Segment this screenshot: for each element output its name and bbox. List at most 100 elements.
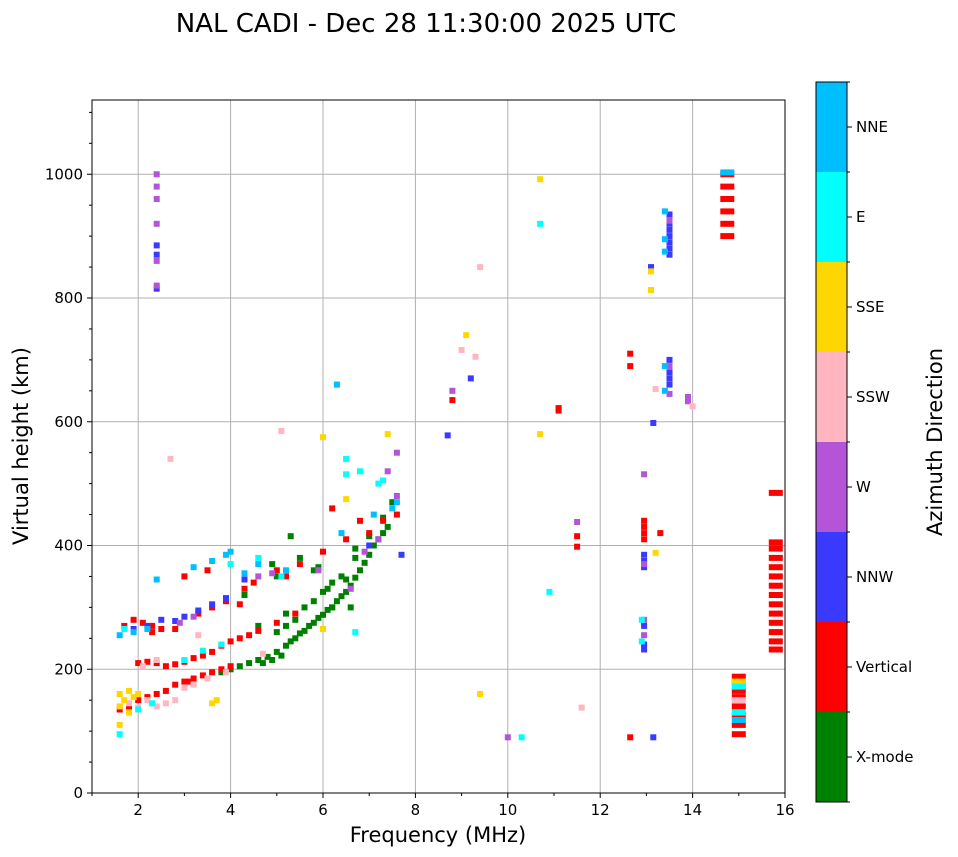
data-point [768, 539, 783, 546]
data-point [638, 616, 645, 623]
data-point [574, 543, 581, 550]
data-point [116, 706, 123, 713]
data-point [338, 530, 345, 537]
data-point [292, 635, 299, 642]
data-point [283, 610, 289, 617]
data-point [320, 588, 326, 595]
colorbar-label: SSE [856, 298, 885, 316]
data-point [366, 551, 373, 558]
plot-frame [91, 99, 786, 794]
data-point [731, 703, 746, 710]
x-tick-label: 12 [591, 801, 610, 819]
data-point [352, 629, 359, 636]
data-point [375, 536, 382, 543]
data-point [380, 514, 387, 521]
colorbar-swatch [816, 532, 847, 622]
plot-area [116, 169, 783, 741]
data-point [227, 548, 234, 555]
data-point [306, 622, 313, 629]
data-point [375, 480, 382, 487]
data-point [661, 363, 668, 370]
data-point [329, 579, 336, 586]
data-point [116, 703, 123, 710]
data-point [172, 681, 179, 688]
data-point [139, 619, 146, 626]
data-point [153, 183, 160, 190]
data-point [130, 616, 137, 623]
data-point [264, 653, 271, 660]
data-point [186, 678, 192, 685]
data-point [209, 604, 216, 611]
data-point [153, 171, 160, 178]
data-point [158, 626, 165, 632]
data-point [370, 542, 377, 549]
data-point [343, 471, 350, 478]
y-tick-label: 200 [54, 660, 83, 678]
data-point [324, 585, 331, 592]
series-nne [116, 169, 746, 723]
data-point [116, 731, 123, 738]
data-point [153, 251, 160, 258]
data-point [246, 660, 253, 667]
series-ssw [126, 264, 746, 711]
data-point [126, 703, 132, 710]
data-point [366, 533, 373, 540]
data-point [641, 536, 648, 543]
data-point [153, 691, 160, 697]
data-point [320, 626, 326, 632]
data-point [320, 548, 326, 555]
data-point [731, 683, 746, 690]
data-point [472, 353, 479, 360]
x-tick-label: 6 [318, 801, 328, 819]
data-point [666, 226, 673, 233]
data-point [269, 570, 276, 577]
data-point [731, 712, 746, 719]
data-point [661, 248, 668, 255]
y-tick-label: 600 [54, 413, 83, 431]
series-nnw [130, 211, 673, 741]
data-point [768, 564, 783, 571]
data-point [389, 499, 396, 506]
data-point [139, 663, 146, 670]
data-point [731, 697, 746, 704]
data-point [537, 431, 544, 438]
colorbar-label: NNE [856, 118, 888, 136]
data-point [338, 573, 345, 580]
data-point [384, 523, 391, 530]
data-point [666, 356, 673, 363]
data-point [578, 704, 585, 711]
data-point [768, 592, 783, 598]
data-point [255, 622, 262, 629]
data-point [393, 493, 400, 499]
data-point [301, 627, 308, 634]
data-point [768, 554, 783, 561]
data-point [366, 530, 373, 537]
colorbar-swatch [816, 172, 847, 262]
data-point [241, 570, 248, 577]
data-point [259, 660, 266, 667]
data-point [287, 533, 294, 540]
data-point [195, 610, 202, 617]
data-point [666, 245, 673, 252]
data-point [227, 561, 234, 568]
data-point [310, 567, 317, 574]
data-point [149, 622, 156, 629]
x-axis: 2 4 6 8 10 12 14 16 [91, 793, 795, 819]
data-point [641, 558, 648, 564]
data-point [768, 582, 783, 589]
data-point [269, 561, 276, 568]
colorbar-frame [815, 81, 848, 803]
data-point [116, 721, 123, 728]
data-point [236, 663, 243, 670]
data-point [343, 455, 350, 462]
data-point [227, 663, 234, 670]
data-point [666, 381, 673, 388]
data-point [320, 434, 326, 441]
grid [92, 100, 786, 794]
data-point [768, 610, 783, 617]
data-point [181, 573, 188, 580]
y-tick-label: 400 [54, 537, 83, 555]
data-point [273, 629, 280, 636]
data-point [384, 431, 391, 438]
data-point [641, 471, 648, 478]
